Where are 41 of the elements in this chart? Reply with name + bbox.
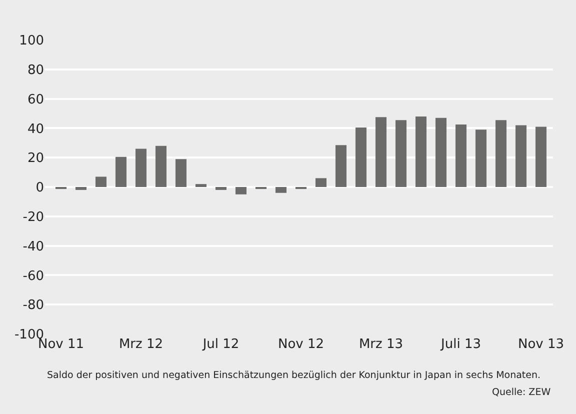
bar xyxy=(216,187,226,190)
bar xyxy=(456,124,466,187)
bar xyxy=(436,118,446,187)
y-tick-label: 40 xyxy=(27,122,44,137)
bar xyxy=(116,156,126,187)
bar xyxy=(476,130,486,187)
x-tick-label: Mrz 12 xyxy=(118,337,164,352)
y-tick-label: -20 xyxy=(22,210,44,225)
x-tick-label: Mrz 13 xyxy=(358,337,404,352)
bar xyxy=(516,125,526,187)
x-tick-label: Nov 12 xyxy=(278,337,324,352)
x-tick-label: Nov 13 xyxy=(518,337,564,352)
bar xyxy=(356,127,366,187)
text: Saldo der positiven und negativen Einschätzungen bezüglich der Konjunktur in Japan in sechs Monaten. xyxy=(47,370,541,381)
y-tick-label: 0 xyxy=(36,180,44,196)
y-tick-label: -60 xyxy=(22,268,44,284)
bar xyxy=(236,187,246,194)
bar xyxy=(196,184,206,187)
bar xyxy=(156,146,166,187)
bar xyxy=(336,145,346,187)
bar xyxy=(376,117,386,187)
y-tick-label: -80 xyxy=(22,298,44,314)
x-tick-label: Nov 11 xyxy=(38,337,84,352)
y-tick-label: 60 xyxy=(27,92,44,108)
bar xyxy=(96,176,106,187)
x-tick-label: Juli 13 xyxy=(440,337,481,352)
y-tick-label: 80 xyxy=(27,62,44,78)
x-tick-label: Jul 12 xyxy=(202,337,240,352)
bar xyxy=(416,116,426,187)
bar xyxy=(396,120,406,187)
y-tick-label: 20 xyxy=(27,151,44,166)
source-note: Quelle: ZEW xyxy=(492,387,552,398)
y-tick-label: -40 xyxy=(22,239,44,254)
bar xyxy=(276,187,286,193)
bar xyxy=(316,178,326,187)
y-tick-label: 100 xyxy=(19,34,44,49)
bar xyxy=(136,148,146,187)
bar xyxy=(76,187,86,190)
bar xyxy=(536,126,546,187)
bar xyxy=(176,159,186,187)
bar xyxy=(496,120,506,187)
